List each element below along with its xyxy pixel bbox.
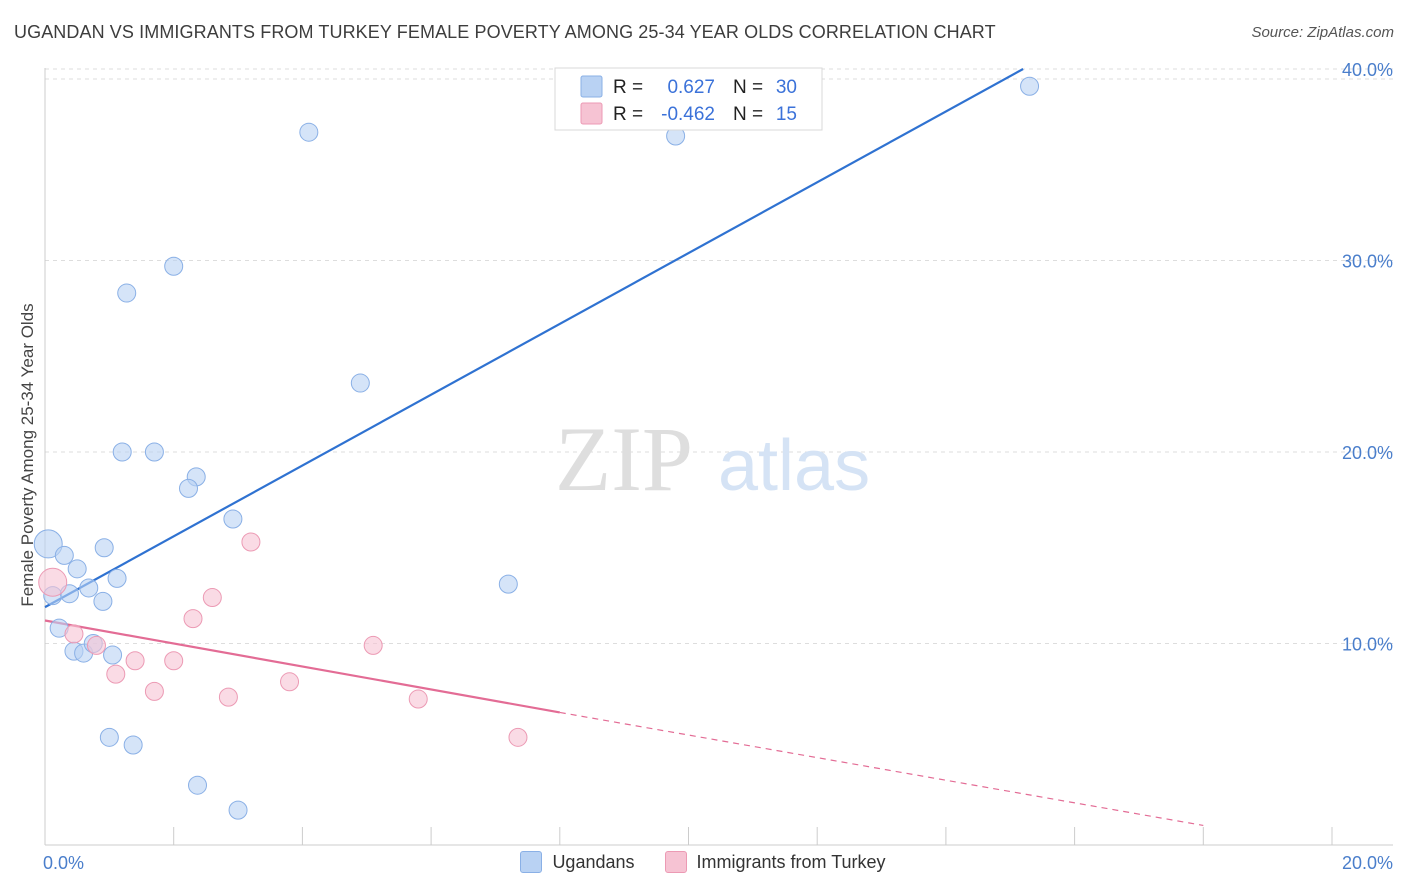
legend-r-label: R = <box>613 77 643 98</box>
point-ugandans <box>123 735 143 755</box>
legend-n-value: 15 <box>776 104 797 125</box>
point-turkey <box>38 567 68 597</box>
correlation-legend: R = 0.627 N = 30 R = -0.462 N = 15 <box>554 67 823 131</box>
legend-r-label: R = <box>613 104 643 125</box>
legend-r-value: -0.462 <box>661 104 715 125</box>
trend-lines <box>44 68 1204 827</box>
legend-label-turkey: Immigrants from Turkey <box>696 851 886 872</box>
point-turkey <box>508 727 528 747</box>
legend-label-ugandans: Ugandans <box>552 851 635 872</box>
point-ugandans <box>33 529 63 559</box>
data-points <box>33 76 1040 820</box>
watermark-zip: ZIP <box>555 408 693 510</box>
legend-n-value: 30 <box>776 77 797 98</box>
point-turkey <box>280 672 300 692</box>
point-turkey <box>125 651 145 671</box>
y-tick-label: 20.0% <box>1342 443 1393 463</box>
point-ugandans <box>144 442 164 462</box>
x-tick-label: 20.0% <box>1342 853 1393 873</box>
point-turkey <box>241 532 261 552</box>
point-turkey <box>144 681 164 701</box>
trend-line-extension <box>559 711 1204 827</box>
point-turkey <box>202 588 222 608</box>
point-ugandans <box>107 568 127 588</box>
legend-r-value: 0.627 <box>667 77 715 98</box>
trend-line-ugandans <box>44 68 1024 609</box>
legend-swatch-ugandans <box>520 851 543 873</box>
point-ugandans <box>299 122 319 142</box>
point-ugandans <box>228 800 248 820</box>
y-tick-label: 30.0% <box>1342 252 1393 272</box>
legend-n-label: N = <box>733 104 763 125</box>
legend-item-ugandans: Ugandans <box>520 851 635 873</box>
trend-line-turkey <box>44 619 560 714</box>
x-tick-label: 0.0% <box>43 853 84 873</box>
point-turkey <box>86 635 106 655</box>
point-turkey <box>164 651 184 671</box>
point-ugandans <box>103 645 123 665</box>
tick-labels: 10.0% 20.0% 30.0% 40.0% 0.0% 20.0% <box>43 60 1393 873</box>
legend-swatch-turkey <box>664 851 687 873</box>
point-ugandans <box>94 538 114 558</box>
point-ugandans <box>179 478 199 498</box>
point-ugandans <box>350 373 370 393</box>
point-ugandans <box>99 727 119 747</box>
point-ugandans <box>54 545 74 565</box>
point-turkey <box>64 624 84 644</box>
point-ugandans <box>164 256 184 276</box>
point-ugandans <box>79 578 99 598</box>
point-ugandans <box>67 559 87 579</box>
series-legend: Ugandans Immigrants from Turkey <box>0 851 1406 873</box>
point-turkey <box>218 687 238 707</box>
legend-n-label: N = <box>733 77 763 98</box>
point-turkey <box>408 689 428 709</box>
point-ugandans <box>188 775 208 795</box>
axes <box>44 68 1393 846</box>
y-tick-label: 40.0% <box>1342 60 1393 80</box>
point-ugandans <box>93 591 113 611</box>
point-ugandans <box>1020 76 1040 96</box>
point-turkey <box>363 635 383 655</box>
legend-item-turkey: Immigrants from Turkey <box>664 851 886 873</box>
point-turkey <box>183 609 203 629</box>
y-tick-label: 10.0% <box>1342 635 1393 655</box>
legend-swatch-turkey <box>580 102 603 125</box>
point-ugandans <box>498 574 518 594</box>
point-ugandans <box>112 442 132 462</box>
point-turkey <box>106 664 126 684</box>
point-ugandans <box>223 509 243 529</box>
watermark-atlas: atlas <box>718 426 870 506</box>
source-label: Source: ZipAtlas.com <box>1251 24 1394 41</box>
gridlines <box>45 68 1393 644</box>
chart-title: UGANDAN VS IMMIGRANTS FROM TURKEY FEMALE… <box>14 22 996 42</box>
point-ugandans <box>117 283 137 303</box>
legend-swatch-ugandans <box>580 75 603 98</box>
